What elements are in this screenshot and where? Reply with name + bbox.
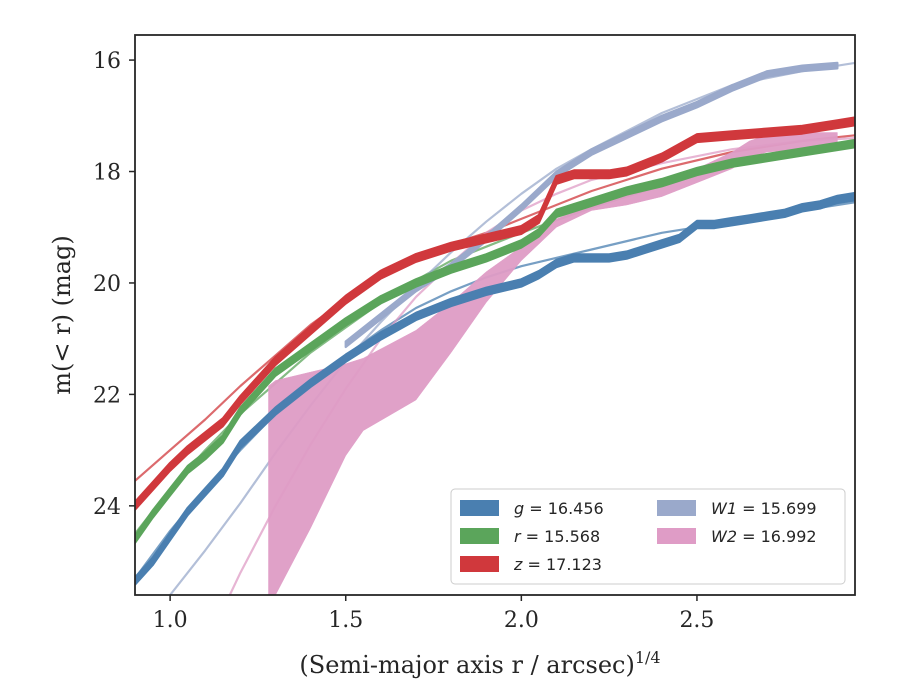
y-tick-label-4: 24 [93,495,121,520]
y-axis-label: m(< r) (mag) [48,235,76,394]
y-axis: 16 18 20 22 24 [93,49,135,520]
legend-label-var-1: r [514,527,522,546]
legend-label-value-2: = 17.123 [522,555,602,574]
x-axis: 1.0 1.5 2.0 2.5 [153,595,714,633]
legend-label-0: g = 16.456 [514,499,604,518]
legend-swatch-4 [657,528,696,544]
series-band-g [135,191,855,586]
legend-box [450,488,846,585]
legend-label-var-3: W1 [711,499,737,518]
legend-label-var-2: z [513,555,523,574]
y-tick-label-0: 16 [93,49,121,74]
legend-label-3: W1 = 15.699 [711,499,817,518]
legend-label-var-0: g [514,499,524,518]
legend-swatch-2 [460,556,499,572]
y-tick-label-3: 22 [93,383,121,408]
x-tick-label-0: 1.0 [153,608,188,633]
legend-label-value-3: = 15.699 [737,499,817,518]
legend-swatch-3 [657,500,696,516]
legend-label-2: z = 17.123 [513,555,602,574]
legend-label-value-1: = 15.568 [521,527,601,546]
legend-label-value-4: = 16.992 [737,527,817,546]
y-tick-label-1: 18 [93,161,121,186]
legend-label-value-0: = 16.456 [524,499,604,518]
y-tick-label-2: 20 [93,272,121,297]
plot-frame [134,34,856,596]
fit-curve-3 [169,61,855,595]
x-tick-label-3: 2.5 [679,608,714,633]
series-band-z [135,116,855,511]
x-tick-label-1: 1.5 [328,608,363,633]
plot-area [135,61,855,595]
legend-label-4: W2 = 16.992 [711,527,817,546]
legend-label-var-4: W2 [711,527,737,546]
series-band-r [135,138,855,545]
x-axis-label-text: (Semi-major axis r / arcsec) [299,651,634,679]
legend-label-1: r = 15.568 [514,527,600,546]
x-axis-label-superscript: 1/4 [635,648,661,667]
legend-swatch-0 [460,500,499,516]
x-tick-label-2: 2.0 [504,608,539,633]
legend-swatch-1 [460,528,499,544]
x-axis-label: (Semi-major axis r / arcsec)1/4 [299,648,660,679]
